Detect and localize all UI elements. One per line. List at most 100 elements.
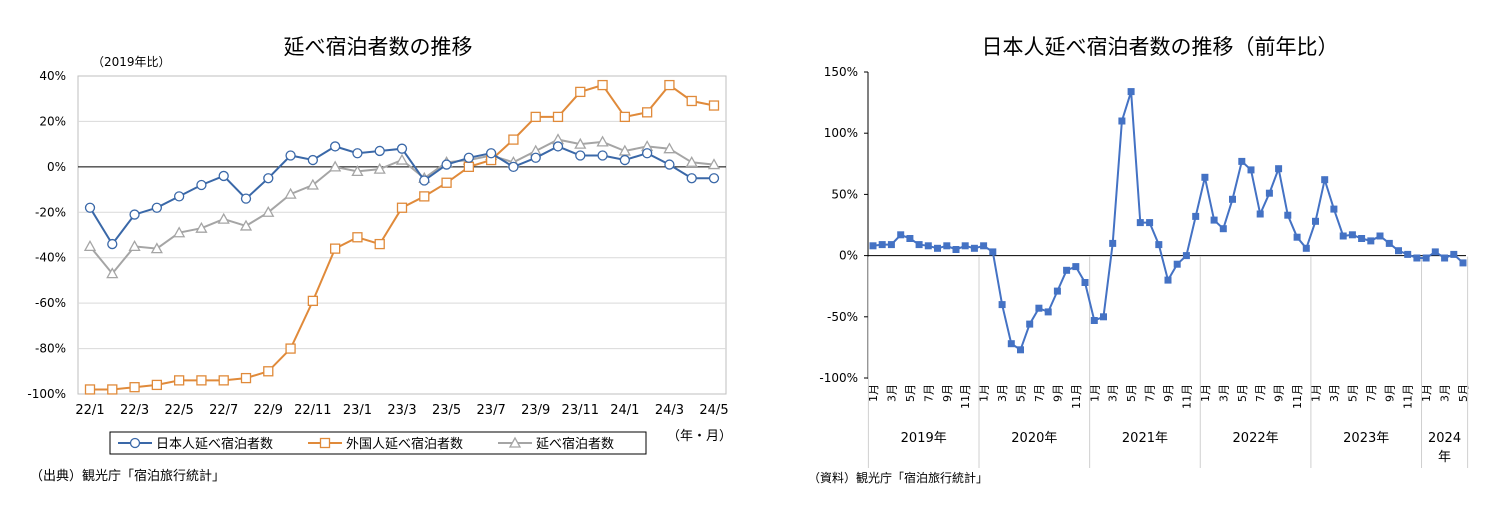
data-point	[1146, 219, 1154, 227]
data-point	[952, 246, 960, 253]
data-point	[619, 111, 631, 123]
x-month-label: 7月	[1033, 384, 1046, 402]
data-point	[352, 148, 363, 159]
data-point	[1431, 248, 1439, 256]
data-point	[878, 241, 886, 249]
data-point	[897, 231, 905, 239]
legend-label: 日本人延べ宿泊者数	[156, 436, 273, 452]
data-point	[373, 162, 386, 174]
y-tick-label: -100%	[27, 387, 66, 401]
data-point	[1035, 304, 1043, 312]
data-point	[129, 382, 140, 393]
data-point	[1007, 340, 1015, 348]
data-point	[441, 177, 452, 188]
data-point	[1017, 346, 1024, 354]
y-tick-label: 150%	[824, 65, 858, 79]
data-point	[1413, 254, 1421, 262]
chart-left-xlabel: （年・月）	[667, 429, 732, 444]
data-point	[329, 160, 342, 172]
y-tick-label: -50%	[827, 310, 858, 324]
data-point	[1395, 247, 1402, 255]
x-tick-label: 22/9	[254, 403, 283, 418]
data-point	[284, 187, 297, 199]
data-point	[1459, 259, 1467, 267]
y-tick-label: -20%	[35, 205, 66, 219]
legend-marker	[129, 437, 141, 449]
data-point	[641, 148, 653, 159]
data-point	[463, 161, 475, 173]
x-year-label: 年	[1438, 450, 1451, 465]
legend-items: 日本人延べ宿泊者数 外国人延べ宿泊者数 延べ宿泊者数	[118, 436, 614, 452]
data-point	[107, 238, 118, 250]
data-point	[1118, 117, 1126, 125]
data-point	[530, 152, 541, 163]
x-year-label: 2021年	[1122, 431, 1168, 446]
data-point	[84, 202, 96, 213]
data-point	[1229, 195, 1236, 203]
data-point	[84, 384, 96, 395]
data-point	[1404, 250, 1412, 258]
x-tick-label: 22/11	[294, 403, 331, 418]
data-point	[597, 150, 608, 161]
data-point	[263, 366, 274, 377]
x-tick-label: 22/7	[209, 403, 238, 418]
data-point	[196, 179, 207, 191]
data-point	[597, 79, 608, 91]
legend-marker	[319, 437, 331, 449]
x-month-label: 11月	[1180, 384, 1193, 409]
data-point	[1053, 287, 1061, 295]
legend-item: 外国人延べ宿泊者数	[308, 436, 463, 452]
legend-label: 外国人延べ宿泊者数	[346, 436, 463, 452]
data-point	[195, 221, 208, 233]
data-point	[508, 134, 519, 145]
data-point	[915, 241, 923, 249]
x-tick-label: 22/3	[120, 403, 149, 418]
data-point	[1090, 317, 1098, 324]
legend-item: 延べ宿泊者数	[498, 436, 614, 452]
data-point	[1321, 176, 1329, 184]
data-point	[307, 154, 319, 166]
y-tick-label: 0%	[47, 160, 66, 174]
data-point	[1127, 88, 1135, 96]
data-point	[151, 379, 163, 391]
data-point	[239, 219, 253, 231]
x-month-label: 9月	[1162, 384, 1175, 402]
legend-item: 日本人延べ宿泊者数	[118, 436, 273, 452]
data-point	[1173, 260, 1181, 268]
data-point	[552, 141, 564, 152]
data-point	[508, 161, 519, 173]
data-point	[1100, 313, 1107, 321]
chart-left-legend: 日本人延べ宿泊者数 外国人延べ宿泊者数 延べ宿泊者数	[109, 431, 647, 455]
data-point	[419, 175, 430, 186]
data-point	[1164, 276, 1172, 284]
data-point	[1256, 210, 1264, 218]
data-point	[128, 240, 141, 252]
chart-right-title: 日本人延べ宿泊者数の推移（前年比）	[982, 35, 1339, 59]
data-point	[1441, 254, 1449, 262]
data-point	[1081, 279, 1089, 286]
x-tick-label: 23/1	[343, 403, 372, 418]
x-month-label: 11月	[1291, 384, 1304, 409]
data-point	[374, 145, 385, 157]
chart-right-source: （資料）観光庁「宿泊旅行統計」	[808, 470, 988, 485]
data-point	[262, 205, 275, 217]
x-month-label: 7月	[922, 384, 935, 402]
chart-right-x-axis: 1月 3月 5月 7月 9月 11月 2019年 1月 3月 5月 7月 9月 11月 2020年 1月 3月…	[867, 255, 1470, 468]
data-point	[708, 173, 720, 184]
data-point	[441, 159, 452, 170]
data-point	[686, 95, 697, 107]
data-point	[989, 248, 997, 256]
x-month-label: 9月	[941, 384, 954, 402]
x-month-label: 11月	[1402, 384, 1415, 409]
data-point	[83, 240, 97, 252]
data-point	[218, 375, 229, 386]
series-2	[84, 79, 720, 395]
data-point	[173, 226, 186, 238]
y-tick-label: 40%	[39, 69, 66, 83]
data-point	[1367, 237, 1375, 245]
chart-right-series	[869, 88, 1467, 354]
x-month-label: 1月	[1310, 384, 1323, 402]
data-point	[575, 86, 586, 98]
data-point	[1330, 205, 1338, 213]
